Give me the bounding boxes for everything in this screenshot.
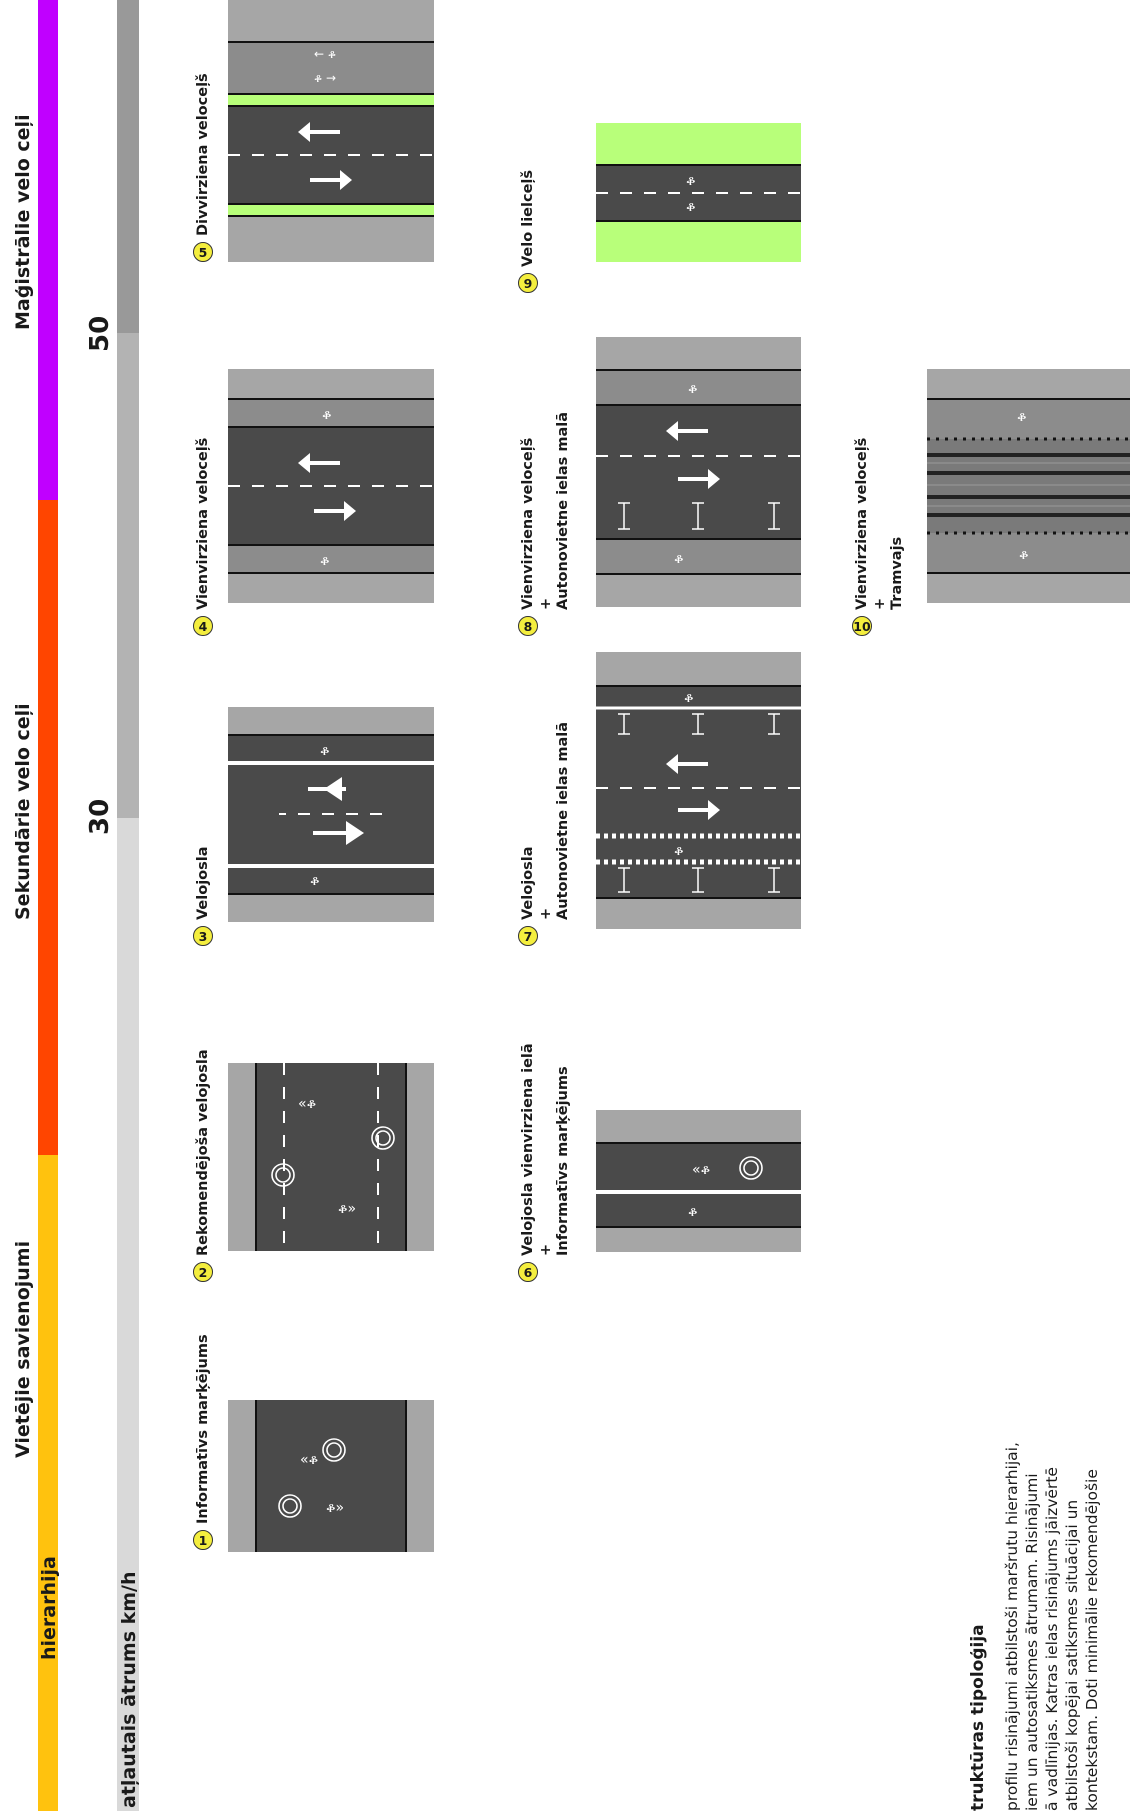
svg-text:← ቆ: ← ቆ <box>314 47 336 61</box>
item-label-1: 1Informatīvs marķējums <box>193 1334 213 1550</box>
hierarchy-bar-main <box>38 0 58 500</box>
description-line: ā vadlīnijas. Katras ielas risinājums jā… <box>1043 1467 1061 1811</box>
description-block: truktūras tipoloģija profilu risinājumi … <box>968 1442 1102 1811</box>
svg-text:ቆ: ቆ <box>322 407 332 423</box>
road-twoway-cycletrack-icon: ← ቆ ቆ → <box>228 0 434 262</box>
svg-text:ቆ: ቆ <box>684 690 694 706</box>
road-oneway-street-lane-icon: «ቆ ቆ <box>596 1110 801 1252</box>
item-label-8: 8Vienvirziena veloceļš + Autonovietne ie… <box>518 411 571 636</box>
svg-text:ቆ: ቆ <box>686 199 696 215</box>
item-label-4: 4Vienvirziena veloceļš <box>193 437 213 636</box>
item-number-badge: 5 <box>193 242 213 262</box>
item-label-7: 7Velojosla + Autonovietne ielas malā <box>518 721 571 946</box>
hierarchy-label: hierarhija <box>38 1556 60 1660</box>
item-number-badge: 4 <box>193 616 213 636</box>
item-number-badge: 6 <box>518 1262 538 1282</box>
item-number-badge: 10 <box>852 616 872 636</box>
svg-text:ቆ: ቆ <box>674 551 684 567</box>
road-cycletrack-tram-icon: ቆ ቆ <box>927 369 1130 603</box>
description-line: profilu risinājumi atbilstoši maršrutu h… <box>1003 1442 1021 1811</box>
description-line: iem un autosatiksmes ātrumam. Risinājumi <box>1023 1473 1041 1811</box>
item-number-badge: 9 <box>518 273 538 293</box>
svg-text:ቆ: ቆ <box>320 553 330 569</box>
svg-text:«ቆ: «ቆ <box>692 1162 710 1178</box>
road-cycletrack-parking-icon: ቆ ቆ <box>596 337 801 607</box>
road-lane-parking-icon: ቆ ቆ <box>596 652 801 929</box>
item-number-badge: 7 <box>518 926 538 946</box>
svg-text:ቆ»: ቆ» <box>338 1201 356 1217</box>
svg-text:ቆ: ቆ <box>320 743 330 759</box>
svg-text:ቆ: ቆ <box>688 1204 698 1220</box>
item-number-badge: 1 <box>193 1530 213 1550</box>
svg-text:«ቆ: «ቆ <box>300 1452 318 1468</box>
item-number-badge: 2 <box>193 1262 213 1282</box>
item-label-5: 5Divvirziena veloceļš <box>193 73 213 262</box>
svg-text:ቆ →: ቆ → <box>314 71 336 85</box>
item-label-3: 3Velojosla <box>193 846 213 946</box>
hierarchy-bar-secondary <box>38 500 58 1155</box>
speed-mark-30: 30 <box>85 798 115 835</box>
svg-text:ቆ: ቆ <box>310 873 320 889</box>
item-label-6: 6Velojosla vienvirziena ielā + Informatī… <box>518 1043 571 1282</box>
item-label-2: 2Rekomendējoša velojosla <box>193 1049 213 1282</box>
description-line: kontekstam. Doti minimālie rekomendējoši… <box>1083 1469 1101 1811</box>
svg-text:ቆ: ቆ <box>674 843 684 859</box>
item-label-9: 9Velo lielceļš <box>518 169 538 293</box>
svg-text:ቆ: ቆ <box>1019 547 1029 563</box>
road-bike-highway-icon: ቆ ቆ <box>596 123 801 262</box>
section-label-secondary: Sekundārie velo ceļi <box>12 703 34 920</box>
hierarchy-bar-local <box>38 1155 58 1811</box>
item-label-10: 10Vienvirziena veloceļš + Tramvajs <box>852 437 905 636</box>
item-number-badge: 3 <box>193 926 213 946</box>
speed-bar-low <box>117 818 139 1811</box>
svg-text:ቆ: ቆ <box>1017 409 1027 425</box>
section-label-local: Vietējie savienojumi <box>12 1240 34 1458</box>
road-advisory-lane-icon: «ቆ ቆ» <box>228 1063 434 1251</box>
description-title: truktūras tipoloģija <box>968 1624 988 1811</box>
speed-mark-50: 50 <box>85 315 115 352</box>
svg-text:ቆ»: ቆ» <box>326 1500 344 1516</box>
svg-text:ቆ: ቆ <box>688 381 698 397</box>
item-number-badge: 8 <box>518 616 538 636</box>
section-label-main: Maģistrālie velo ceļi <box>12 114 34 330</box>
svg-text:ቆ: ቆ <box>686 173 696 189</box>
speed-bar-high <box>117 0 139 333</box>
road-bike-lane-icon: ቆ ቆ <box>228 707 434 922</box>
svg-text:«ቆ: «ቆ <box>298 1096 316 1112</box>
speed-label: atļautais ātrums km/h <box>118 1571 140 1808</box>
road-oneway-cycletrack-icon: ቆ ቆ <box>228 369 434 603</box>
speed-bar-mid <box>117 333 139 818</box>
description-line: atbilstoši kopējai satiksmes situācijai … <box>1063 1499 1081 1811</box>
road-informative-marking-icon: «ቆ ቆ» <box>228 1400 434 1552</box>
